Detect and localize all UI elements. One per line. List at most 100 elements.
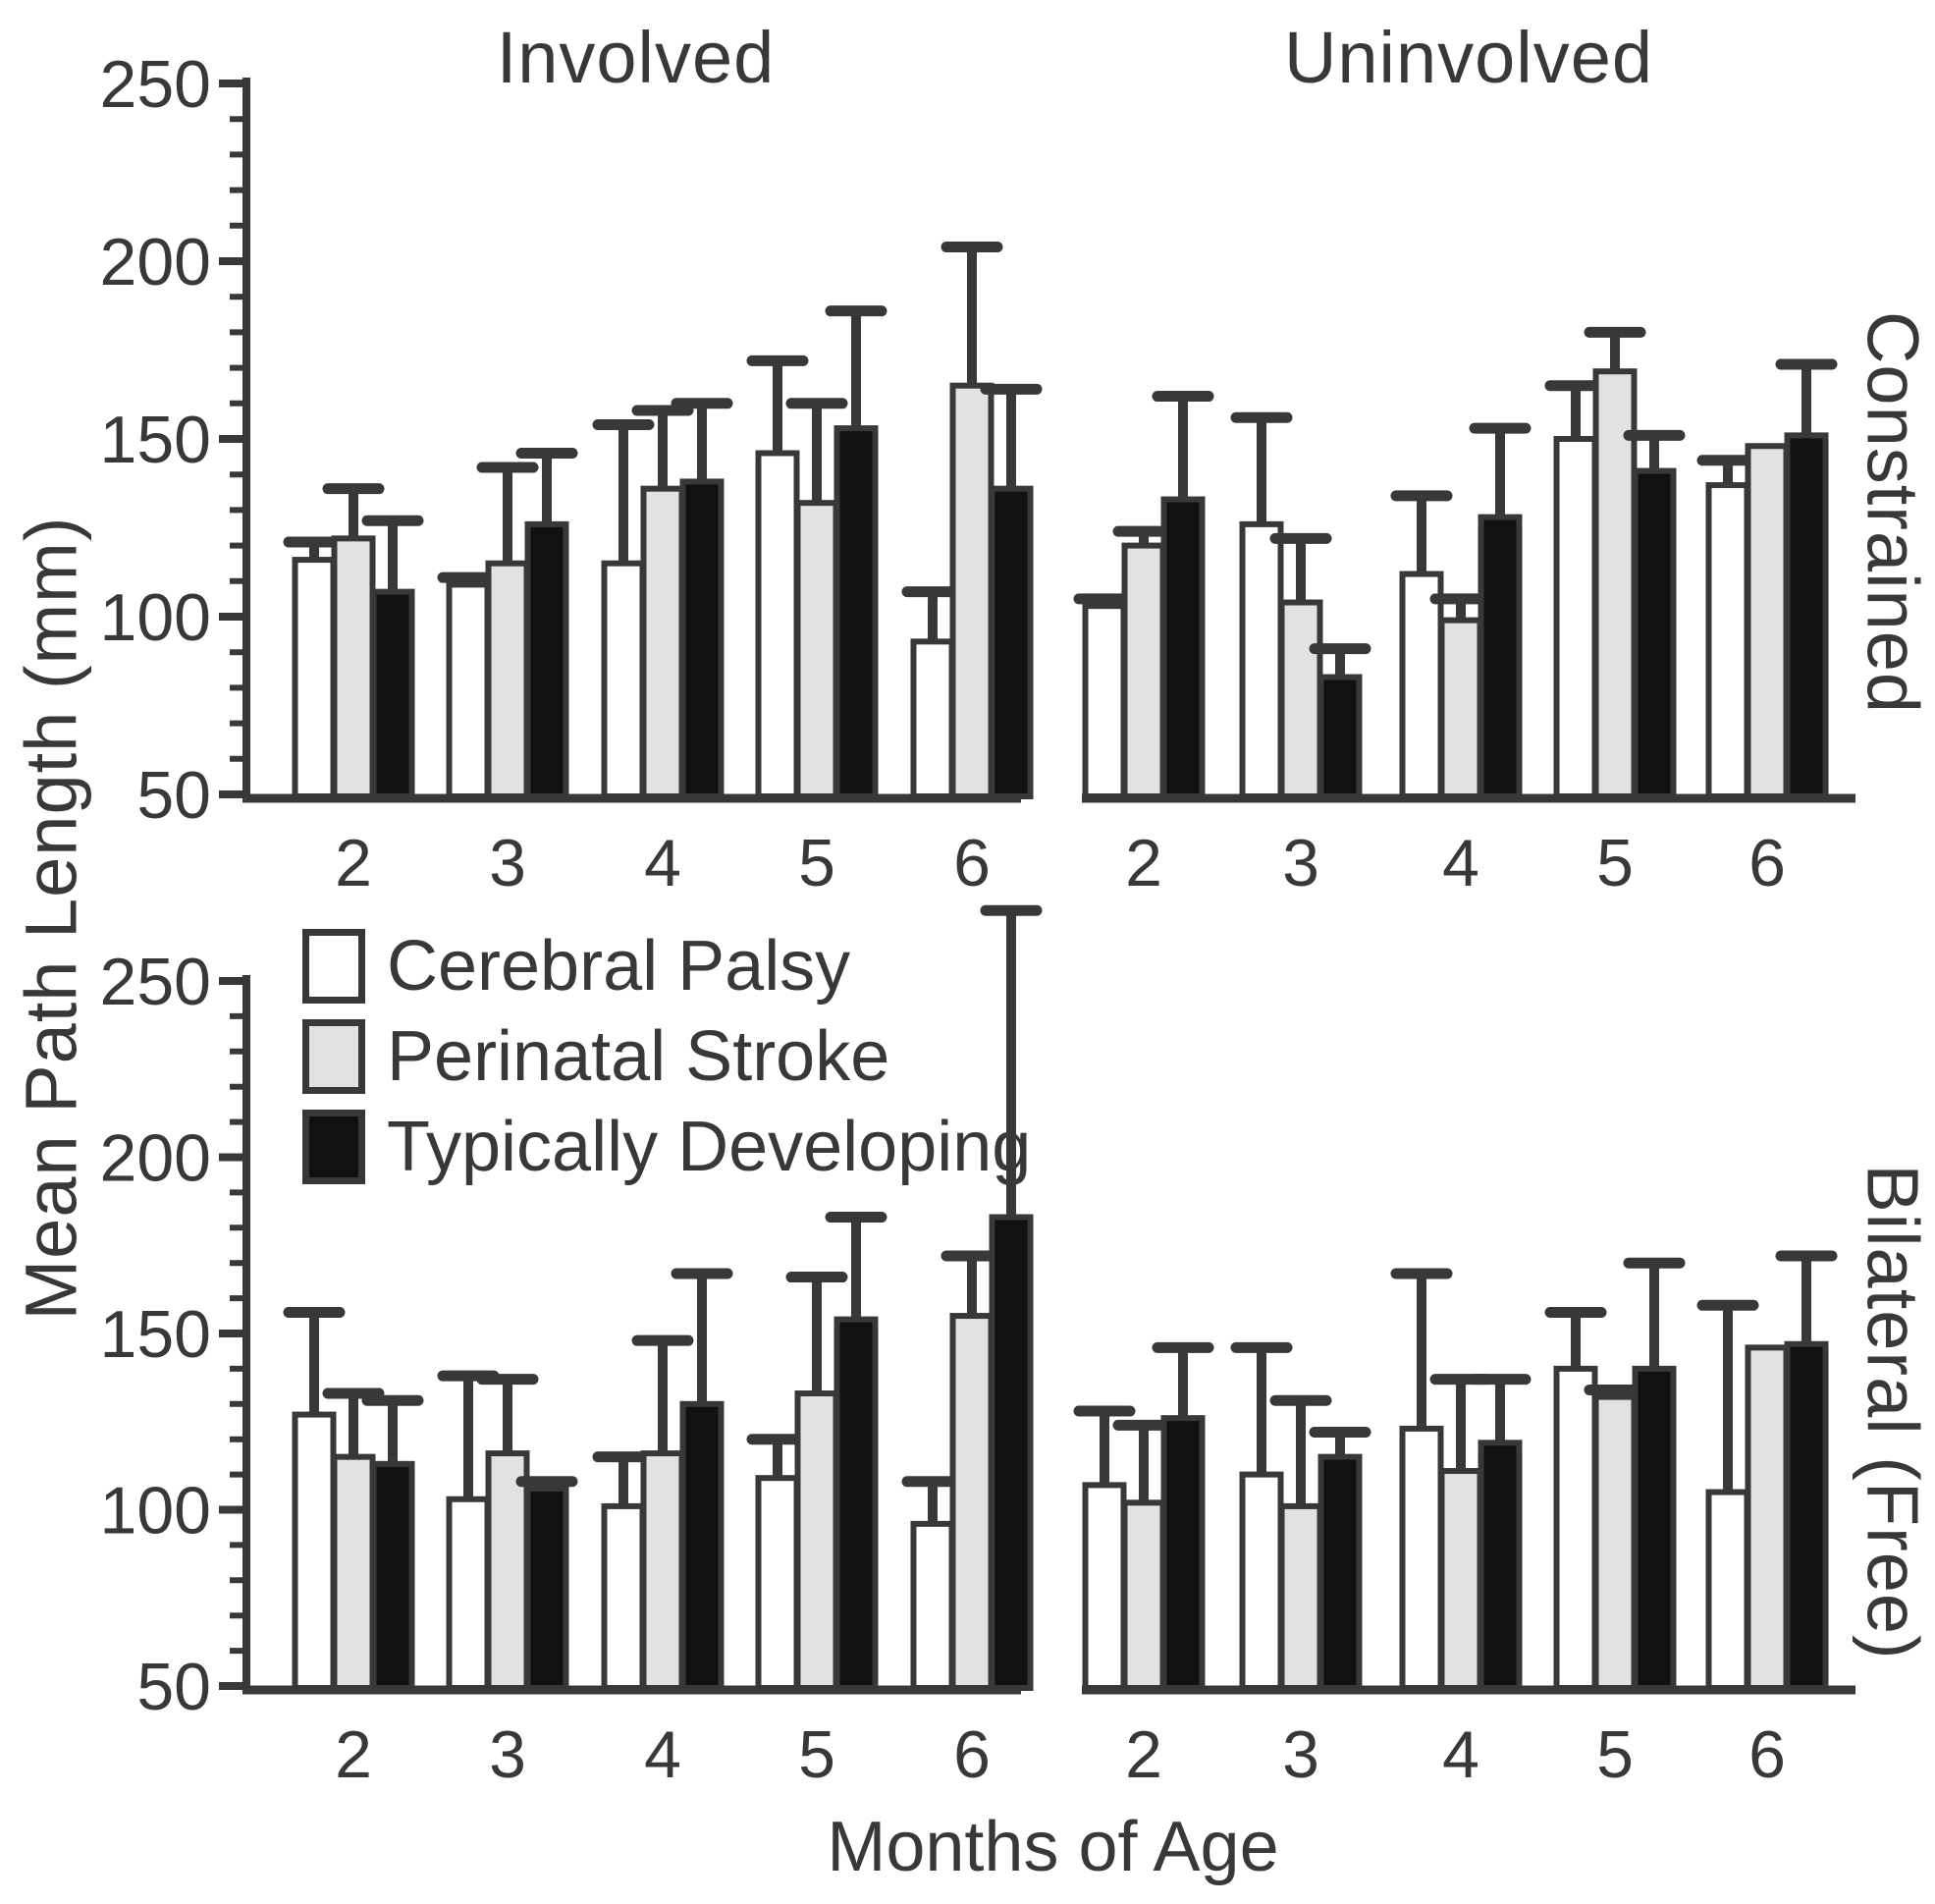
bar <box>1553 436 1598 799</box>
bar <box>910 1520 955 1691</box>
bar <box>292 557 337 800</box>
bar <box>1160 1415 1206 1692</box>
bar <box>794 1390 839 1692</box>
legend-label: Perinatal Stroke <box>387 1017 890 1096</box>
x-tick-label: 6 <box>1748 1717 1786 1792</box>
bar <box>1438 1468 1483 1692</box>
legend-swatch-perinatal-stroke <box>302 1019 365 1094</box>
bar <box>755 450 800 799</box>
x-tick-label: 3 <box>489 826 526 900</box>
x-tick-label: 4 <box>644 1717 681 1792</box>
bar <box>370 588 415 799</box>
bar <box>1239 520 1284 799</box>
bar <box>1160 496 1206 799</box>
y-tick-label: 150 <box>100 403 211 477</box>
bar <box>1784 1340 1829 1692</box>
bar <box>1278 599 1323 800</box>
bar <box>1317 674 1363 799</box>
bar <box>910 638 955 800</box>
bar <box>794 500 839 799</box>
y-tick-label: 200 <box>100 225 211 299</box>
bar <box>1478 514 1523 799</box>
bar <box>640 1450 685 1692</box>
bar <box>601 560 646 800</box>
bar <box>989 1214 1034 1692</box>
x-tick-label: 6 <box>1748 826 1786 900</box>
bar <box>1705 1489 1750 1692</box>
bar <box>1278 1502 1323 1692</box>
bar <box>446 1496 491 1691</box>
bar <box>989 485 1034 799</box>
x-axis-title: Months of Age <box>827 1808 1279 1886</box>
bar <box>524 1485 569 1691</box>
legend-label: Typically Developing <box>387 1108 1032 1186</box>
bar <box>485 1450 530 1692</box>
bar <box>1553 1365 1598 1692</box>
legend-item-typically-developing: Typically Developing <box>302 1102 1031 1192</box>
x-tick-label: 5 <box>798 1717 835 1792</box>
panel-title-uninvolved: Uninvolved <box>1283 17 1654 98</box>
bar <box>833 1316 879 1691</box>
bar <box>601 1502 646 1692</box>
bar <box>949 382 994 799</box>
bar <box>485 560 530 800</box>
x-tick-label: 3 <box>1282 1717 1319 1792</box>
y-tick-label: 250 <box>100 945 211 1019</box>
x-tick-label: 5 <box>1596 826 1634 900</box>
x-tick-label: 5 <box>798 826 835 900</box>
bar <box>331 1453 376 1692</box>
bar <box>1745 1344 1790 1691</box>
legend-item-cerebral-palsy: Cerebral Palsy <box>302 921 1031 1011</box>
row-label-bilateral-free-text: Bilateral (Free) <box>1852 1164 1934 1660</box>
bar <box>370 1460 415 1691</box>
bar <box>679 478 725 799</box>
bar <box>1592 1393 1638 1691</box>
y-tick-label: 100 <box>100 580 211 655</box>
x-tick-label: 2 <box>1125 826 1162 900</box>
x-tick-label: 2 <box>335 826 372 900</box>
bar <box>1784 432 1829 799</box>
bar <box>1082 1482 1127 1691</box>
bar <box>1239 1471 1284 1691</box>
x-tick-label: 2 <box>1125 1717 1162 1792</box>
bar <box>524 520 569 799</box>
y-tick-label: 50 <box>136 758 211 833</box>
bar <box>1632 467 1677 799</box>
y-tick-label: 150 <box>100 1297 211 1372</box>
x-tick-label: 3 <box>1282 826 1319 900</box>
legend-label: Cerebral Palsy <box>387 927 851 1006</box>
legend-item-perinatal-stroke: Perinatal Stroke <box>302 1011 1031 1102</box>
bar <box>1317 1453 1363 1692</box>
legend: Cerebral Palsy Perinatal Stroke Typicall… <box>302 921 1031 1192</box>
panel-title-involved: Involved <box>496 17 776 98</box>
bar <box>292 1411 337 1691</box>
legend-swatch-cerebral-palsy <box>302 929 365 1004</box>
bar <box>1121 1499 1166 1691</box>
legend-swatch-typically-developing <box>302 1110 365 1184</box>
bar <box>640 485 685 799</box>
x-tick-label: 4 <box>1442 826 1479 900</box>
row-label-constrained-text: Constrained <box>1852 310 1934 715</box>
bar <box>679 1400 725 1692</box>
bar <box>1705 482 1750 799</box>
x-tick-label: 3 <box>489 1717 526 1792</box>
x-tick-label: 4 <box>644 826 681 900</box>
x-tick-label: 6 <box>953 1717 991 1792</box>
bar <box>833 425 879 799</box>
bar <box>1632 1365 1677 1692</box>
bar <box>1745 443 1790 799</box>
bar <box>446 581 491 799</box>
x-tick-label: 2 <box>335 1717 372 1792</box>
x-tick-label: 6 <box>953 826 991 900</box>
y-tick-label: 50 <box>136 1650 211 1724</box>
bar <box>755 1475 800 1691</box>
y-tick-label: 200 <box>100 1121 211 1196</box>
bar <box>1399 571 1444 799</box>
y-tick-label: 250 <box>100 47 211 122</box>
bar <box>1082 603 1127 800</box>
y-tick-label: 100 <box>100 1474 211 1549</box>
x-tick-label: 4 <box>1442 1717 1479 1792</box>
y-axis-title-text: Mean Path Length (mm) <box>10 516 92 1321</box>
